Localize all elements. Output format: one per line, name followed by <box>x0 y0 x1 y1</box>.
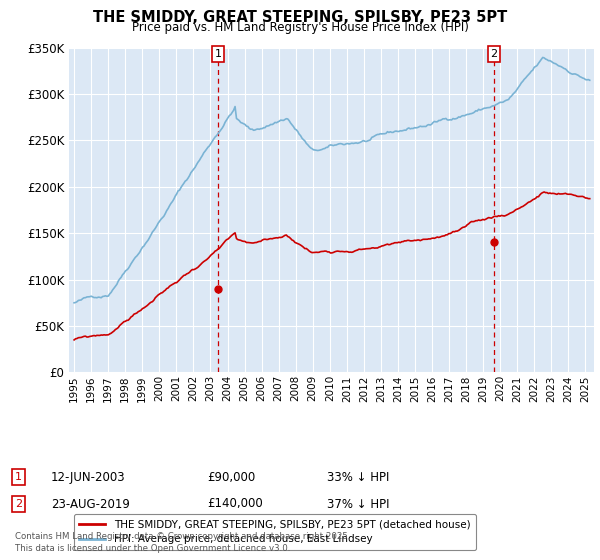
Text: 23-AUG-2019: 23-AUG-2019 <box>51 497 130 511</box>
Text: Price paid vs. HM Land Registry's House Price Index (HPI): Price paid vs. HM Land Registry's House … <box>131 21 469 34</box>
Text: Contains HM Land Registry data © Crown copyright and database right 2025.
This d: Contains HM Land Registry data © Crown c… <box>15 533 350 553</box>
Text: 1: 1 <box>214 49 221 59</box>
Text: 33% ↓ HPI: 33% ↓ HPI <box>327 470 389 484</box>
Text: £90,000: £90,000 <box>207 470 255 484</box>
Text: 2: 2 <box>491 49 497 59</box>
Text: 2: 2 <box>15 499 22 509</box>
Legend: THE SMIDDY, GREAT STEEPING, SPILSBY, PE23 5PT (detached house), HPI: Average pri: THE SMIDDY, GREAT STEEPING, SPILSBY, PE2… <box>74 514 476 550</box>
Text: 37% ↓ HPI: 37% ↓ HPI <box>327 497 389 511</box>
Text: £140,000: £140,000 <box>207 497 263 511</box>
Text: THE SMIDDY, GREAT STEEPING, SPILSBY, PE23 5PT: THE SMIDDY, GREAT STEEPING, SPILSBY, PE2… <box>93 10 507 25</box>
Text: 1: 1 <box>15 472 22 482</box>
Text: 12-JUN-2003: 12-JUN-2003 <box>51 470 125 484</box>
